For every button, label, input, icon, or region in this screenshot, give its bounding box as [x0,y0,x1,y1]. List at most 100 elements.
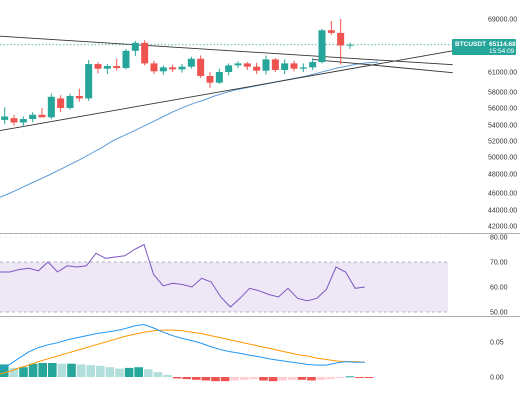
candle-body [178,66,186,70]
candle [131,40,139,57]
candle [10,114,18,126]
candle-body [187,58,195,67]
macd-histogram-bar [288,377,297,380]
macd-histogram-bar [182,377,191,380]
candle [85,60,93,101]
candle-body [150,63,158,72]
candle-body [197,58,205,76]
price-axis[interactable]: 69000.00 61000.00 58000.00 56000.00 54000.00… [488,17,517,382]
candle [309,58,317,71]
trendline-3 [312,58,453,74]
candle [290,60,298,72]
candle-body [94,64,102,69]
macd-histogram-bar [355,377,364,378]
candle-body [225,65,233,72]
candle [178,64,186,73]
candle [103,64,111,74]
candle [75,88,83,102]
macd-histogram-bar [48,363,57,377]
candle [150,60,158,74]
macd-histogram-bar [201,377,211,381]
candle [66,93,74,110]
macd-pane[interactable] [0,323,374,382]
macd-histogram-bar [19,367,28,377]
last-price-badge-bg [452,39,516,55]
moving-average-line [0,61,379,198]
macd-histogram-bar [240,377,249,380]
macd-histogram-bar [124,367,134,377]
candle-body [281,63,289,71]
macd-histogram-bar [38,363,47,377]
candle [38,108,46,118]
price-tick-label: 61000.00 [488,70,517,77]
macd-histogram-bar [345,376,355,378]
candle-body [141,42,149,64]
price-tick-label: 58000.00 [488,90,517,97]
macd-histogram-bar [172,377,182,379]
macd-histogram-bar [364,377,374,378]
price-tick-label: 48000.00 [488,172,517,179]
candle [122,48,130,70]
macd-histogram-bar [153,372,163,377]
candle [159,65,167,75]
rsi-pane[interactable] [0,236,448,313]
candle [346,42,354,49]
candle [253,62,261,74]
macd-histogram-bar [278,377,287,381]
macd-histogram-bar [192,377,201,380]
rsi-tick-label: 70.00 [490,260,508,267]
macd-histogram-bar [0,364,9,377]
candle [262,55,270,75]
candle [234,61,242,69]
macd-histogram-bar [144,369,153,377]
macd-histogram-bar [326,377,335,380]
candle [29,112,37,123]
macd-histogram-bar [297,377,307,380]
candle-body [57,98,65,108]
candle-body [1,116,9,120]
candle [225,63,233,76]
candle [215,68,223,84]
macd-histogram-bar [307,377,316,381]
candle [19,116,27,127]
countdown-label: 15:54:09 [489,48,515,55]
candle [187,56,195,69]
macd-histogram-bar [115,368,124,377]
macd-tick-label: 0.05 [490,340,504,347]
candle-body [253,66,261,71]
candle-body [318,30,326,63]
candle [243,62,251,71]
macd-histogram-bar [316,377,326,380]
candle-body [66,96,74,108]
candle-body [169,67,177,70]
candle-body [309,62,317,68]
candle-body [299,67,307,69]
trendline-1 [0,35,453,66]
last-price-label: 65114.68 [489,41,516,48]
candle-body [234,63,242,66]
rsi-tick-label: 60.00 [490,285,508,292]
rsi-band [0,262,448,312]
candle [113,58,121,71]
candle-body [131,42,139,51]
price-pane[interactable] [0,19,453,198]
price-tick-label: 42000.00 [488,224,517,231]
candle-body [19,119,27,123]
candle-body [337,32,345,46]
candle-body [122,50,130,69]
macd-histogram-bar [220,377,230,382]
candle [281,59,289,74]
candle [47,93,55,120]
macd-histogram-bar [259,377,268,381]
candle [141,40,149,66]
candle [337,19,345,65]
candle-body [103,66,111,69]
macd-histogram-bar [211,377,220,382]
candle-body [75,96,83,99]
price-tick-label: 69000.00 [488,17,517,24]
price-tick-label: 50000.00 [488,155,517,162]
macd-histogram-bar [67,363,76,377]
trendline-2 [0,50,453,132]
candle [206,72,214,88]
